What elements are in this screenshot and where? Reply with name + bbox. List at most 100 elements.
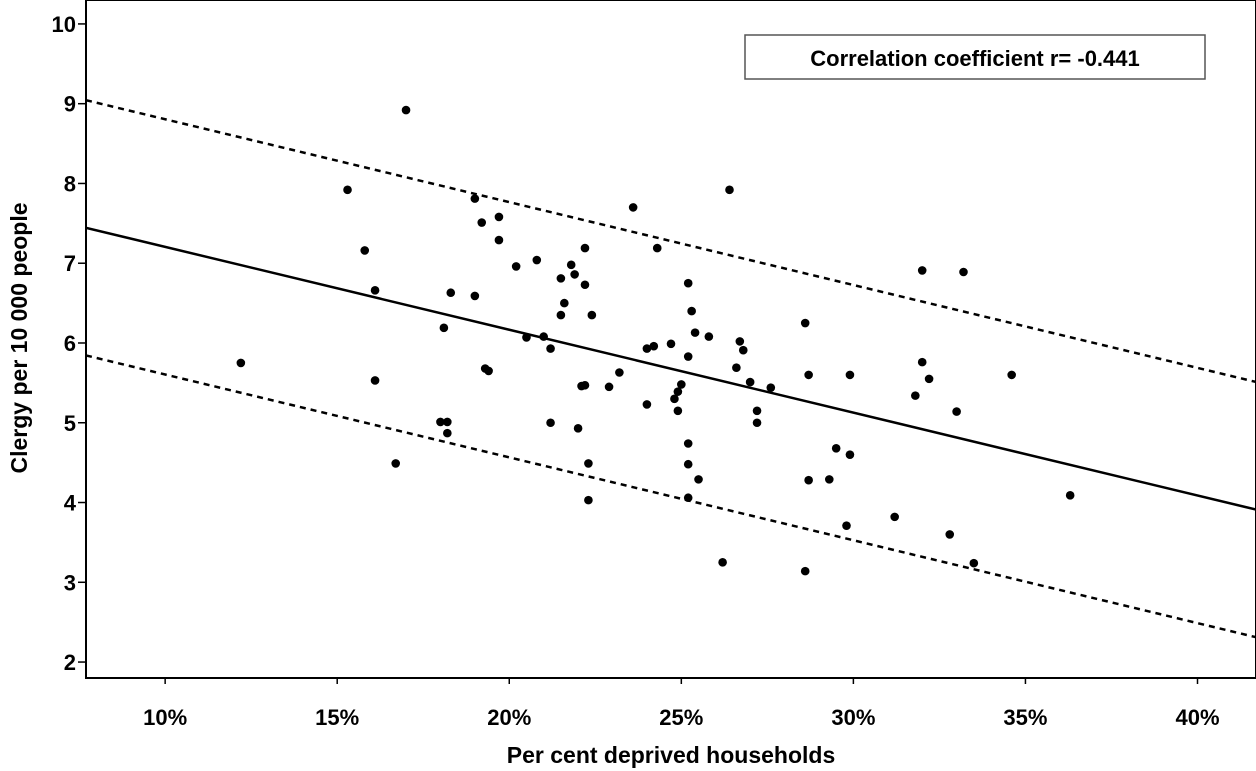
data-point [580, 380, 590, 390]
data-point [587, 310, 597, 320]
data-point [804, 370, 813, 380]
y-tick-label: 4 [64, 491, 77, 516]
upper-prediction-band [86, 98, 1256, 384]
data-point [443, 428, 452, 438]
data-point [842, 521, 851, 530]
x-axis-title: Per cent deprived households [507, 742, 835, 768]
data-point [360, 246, 370, 255]
data-point [615, 368, 624, 377]
data-point [391, 459, 401, 468]
data-point [439, 323, 449, 333]
data-point [694, 475, 703, 484]
data-point [604, 382, 614, 392]
data-point [343, 185, 352, 195]
data-point [677, 380, 686, 389]
data-point [539, 332, 548, 341]
data-point [683, 278, 693, 288]
x-tick-label: 40% [1175, 705, 1219, 730]
data-point [673, 406, 683, 416]
data-point [752, 418, 762, 428]
data-points [236, 105, 1075, 576]
x-axis: 10% 15% 20% 25% 30% 35% 40% [143, 678, 1220, 730]
data-point [470, 291, 480, 301]
data-point [831, 443, 841, 453]
data-point [580, 243, 590, 253]
y-tick-label: 8 [64, 171, 76, 196]
data-point [732, 363, 741, 373]
data-point [952, 407, 961, 416]
data-point [236, 358, 246, 368]
data-point [546, 418, 555, 428]
data-point [917, 357, 927, 367]
data-point [673, 387, 683, 396]
data-point [718, 558, 727, 567]
data-point [560, 298, 569, 308]
y-tick-label: 10 [52, 12, 76, 37]
data-point [556, 274, 566, 283]
data-point [1007, 370, 1016, 380]
y-tick-label: 6 [64, 331, 76, 356]
lower-prediction-band [86, 354, 1256, 639]
data-point [522, 333, 531, 342]
data-point [532, 255, 542, 265]
y-tick-label: 9 [64, 92, 76, 117]
data-point [670, 394, 679, 404]
x-tick-label: 30% [831, 705, 875, 730]
data-point [917, 266, 927, 275]
data-point [443, 417, 452, 427]
annotation-box [744, 34, 1206, 80]
regression-line [86, 226, 1256, 511]
y-axis: 2 3 4 5 6 7 8 9 10 [52, 12, 86, 675]
data-point [845, 370, 855, 380]
data-point [584, 459, 593, 468]
data-point [959, 267, 968, 277]
data-point [924, 374, 934, 384]
y-axis-title: Clergy per 10 000 people [6, 202, 32, 473]
data-point [666, 339, 676, 349]
data-point [370, 286, 380, 295]
data-point [401, 105, 411, 115]
data-point [436, 417, 445, 427]
data-point [573, 424, 583, 433]
data-point [738, 345, 748, 355]
data-point [824, 475, 834, 484]
y-tick-label: 7 [64, 251, 76, 276]
data-point [800, 566, 810, 576]
data-point [745, 377, 755, 387]
data-point [690, 328, 700, 337]
data-point [752, 406, 762, 416]
y-tick-label: 5 [64, 411, 76, 436]
data-point [649, 341, 659, 351]
data-point [969, 558, 979, 568]
data-point [494, 212, 504, 222]
data-point [652, 243, 662, 253]
data-point [546, 344, 555, 353]
data-point [556, 310, 566, 320]
data-point [890, 512, 899, 522]
data-point [642, 400, 652, 409]
data-point [477, 218, 487, 227]
y-tick-label: 3 [64, 570, 76, 595]
x-tick-label: 25% [659, 705, 703, 730]
data-point [766, 383, 776, 392]
x-tick-label: 10% [143, 705, 187, 730]
data-point [804, 475, 813, 485]
data-point [683, 352, 693, 361]
correlation-annotation: Correlation coefficient r= -0.441 [744, 34, 1206, 80]
data-point [584, 495, 593, 505]
data-point [735, 337, 745, 346]
data-point [570, 270, 579, 279]
data-point [446, 288, 456, 298]
data-point [683, 493, 693, 503]
data-point [845, 450, 855, 459]
data-point [484, 366, 493, 376]
plot-area [85, 0, 1256, 679]
data-point [642, 344, 652, 353]
data-point [494, 235, 504, 245]
data-point [945, 530, 955, 539]
y-tick-label: 2 [64, 650, 76, 675]
data-point [800, 318, 810, 328]
data-point [683, 459, 693, 469]
data-point [628, 203, 638, 212]
